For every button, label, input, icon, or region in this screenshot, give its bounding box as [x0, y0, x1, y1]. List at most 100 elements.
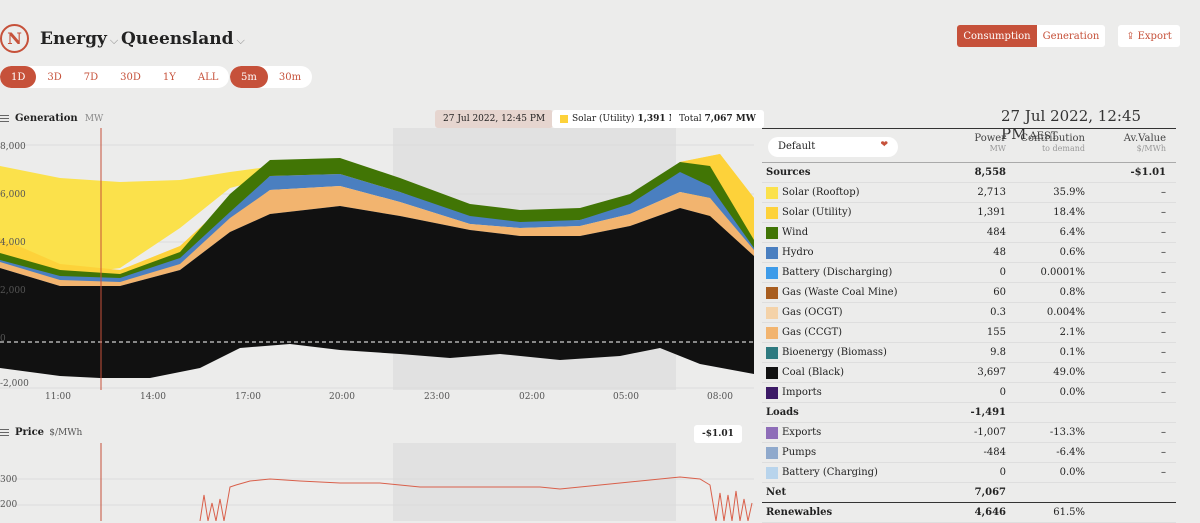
solar-rooftop-area	[0, 154, 754, 276]
series-swatch[interactable]	[766, 467, 778, 479]
series-swatch[interactable]	[766, 347, 778, 359]
series-swatch[interactable]	[766, 367, 778, 379]
col-power-header: Power MW	[974, 133, 1006, 153]
range-30d[interactable]: 30D	[120, 71, 141, 83]
row-name: Gas (OCGT)	[782, 307, 843, 318]
total-label: Total	[679, 114, 702, 124]
chevron-down-icon: ⌵	[236, 34, 245, 47]
menu-icon[interactable]	[0, 429, 9, 436]
interval-30m[interactable]: 30m	[278, 71, 302, 83]
table-row: Hydro 48 0.6% –	[762, 243, 1176, 263]
table-row: Wind 484 6.4% –	[762, 223, 1176, 243]
price-hover-value: -$1.01	[694, 425, 742, 443]
chevron-down-icon: ⌵	[109, 34, 119, 47]
table-row: Bioenergy (Biomass) 9.8 0.1% –	[762, 343, 1176, 363]
row-contribution: 0.004%	[1046, 307, 1085, 318]
series-swatch[interactable]	[766, 387, 778, 399]
table-row: Imports 0 0.0% –	[762, 383, 1176, 403]
price-ytick: 200	[0, 500, 18, 510]
energy-menu[interactable]: Energy ⌵	[40, 29, 118, 49]
series-swatch[interactable]	[766, 327, 778, 339]
row-contribution: 49.0%	[1053, 367, 1085, 378]
table-row: Battery (Discharging) 0 0.0001% –	[762, 263, 1176, 283]
generation-header: Generation MW	[0, 113, 103, 124]
interval-5m[interactable]: 5m	[230, 66, 268, 88]
export-label: Export	[1137, 30, 1172, 42]
row-power: -1,007	[973, 427, 1006, 438]
price-header: Price $/MWh	[0, 427, 82, 438]
hover-series-label: Solar (Utility)	[572, 114, 635, 124]
generation-xtick: 05:00	[613, 392, 639, 402]
price-title: Price	[15, 427, 45, 438]
consumption-button[interactable]: Consumption	[957, 25, 1037, 47]
generation-button[interactable]: Generation	[1037, 25, 1105, 47]
export-button[interactable]: ⇪ Export	[1118, 25, 1180, 47]
generation-ytick: 4,000	[0, 238, 26, 248]
generation-xtick: 11:00	[45, 392, 71, 402]
generation-xtick: 23:00	[424, 392, 450, 402]
series-swatch[interactable]	[766, 427, 778, 439]
generation-xtick: 08:00	[707, 392, 733, 402]
logo-letter: N	[7, 29, 22, 48]
price-line	[199, 476, 753, 521]
series-swatch[interactable]	[766, 207, 778, 219]
row-name: Imports	[782, 387, 822, 398]
col-contrib-label: Contribution	[1020, 133, 1085, 144]
coal-black-area	[0, 206, 754, 378]
view-select[interactable]: Default ❤	[768, 137, 898, 157]
series-swatch[interactable]	[766, 227, 778, 239]
generation-title: Generation	[15, 113, 78, 124]
col-av-header: Av.Value $/MWh	[1124, 133, 1166, 153]
row-name: Solar (Rooftop)	[782, 187, 860, 198]
row-power: 0	[999, 387, 1006, 398]
row-contribution: 0.8%	[1059, 287, 1085, 298]
right-date: 27 Jul 2022, 12:45 PM AEST	[1001, 107, 1200, 143]
range-1d[interactable]: 1D	[0, 66, 37, 88]
row-name: Bioenergy (Biomass)	[782, 347, 887, 358]
price-chart[interactable]	[0, 443, 754, 521]
row-av-value: –	[1161, 327, 1166, 338]
generation-ytick: -2,000	[0, 379, 29, 389]
range-7d[interactable]: 7D	[83, 71, 99, 83]
row-contribution: 0.0%	[1059, 467, 1085, 478]
series-swatch[interactable]	[766, 447, 778, 459]
series-swatch[interactable]	[766, 247, 778, 259]
generation-xtick: 02:00	[519, 392, 545, 402]
range-1y[interactable]: 1Y	[162, 71, 176, 83]
row-contribution: 0.6%	[1059, 247, 1085, 258]
interval-selector: 5m 30m	[230, 66, 313, 88]
row-contribution: -13.3%	[1049, 427, 1085, 438]
energy-menu-label: Energy	[40, 29, 107, 49]
hover-series-value: 1,391 MW	[637, 114, 689, 124]
heart-icon: ❤	[880, 140, 888, 150]
row-av-value: –	[1161, 427, 1166, 438]
generation-xtick: 20:00	[329, 392, 355, 402]
row-power: -484	[983, 447, 1006, 458]
series-swatch[interactable]	[766, 307, 778, 319]
row-power: 4,646	[974, 507, 1006, 518]
hover-time-pill: 27 Jul 2022, 12:45 PM	[435, 110, 554, 128]
region-menu[interactable]: Queensland ⌵	[121, 29, 245, 49]
row-contribution: 0.1%	[1059, 347, 1085, 358]
row-power: 3,697	[977, 367, 1006, 378]
menu-icon[interactable]	[0, 115, 9, 122]
row-power: 60	[993, 287, 1006, 298]
series-swatch[interactable]	[766, 187, 778, 199]
total-value: 7,067 MW	[704, 114, 756, 124]
row-av-value: -$1.01	[1130, 167, 1166, 178]
logo-icon[interactable]: N	[0, 24, 29, 53]
generation-ytick: 0	[0, 334, 6, 344]
range-3d[interactable]: 3D	[47, 71, 62, 83]
series-swatch[interactable]	[766, 267, 778, 279]
col-power-label: Power	[974, 133, 1006, 144]
hydro-area	[0, 172, 754, 283]
range-all[interactable]: ALL	[197, 71, 219, 83]
col-av-unit: $/MWh	[1136, 144, 1166, 153]
generation-chart[interactable]	[0, 128, 754, 390]
right-date-text: 27 Jul 2022, 12:45 PM	[1001, 107, 1142, 143]
table-row: Gas (OCGT) 0.3 0.004% –	[762, 303, 1176, 323]
row-power: 2,713	[977, 187, 1006, 198]
series-swatch[interactable]	[766, 287, 778, 299]
col-av-label: Av.Value	[1123, 133, 1166, 144]
generation-unit: MW	[84, 114, 104, 124]
